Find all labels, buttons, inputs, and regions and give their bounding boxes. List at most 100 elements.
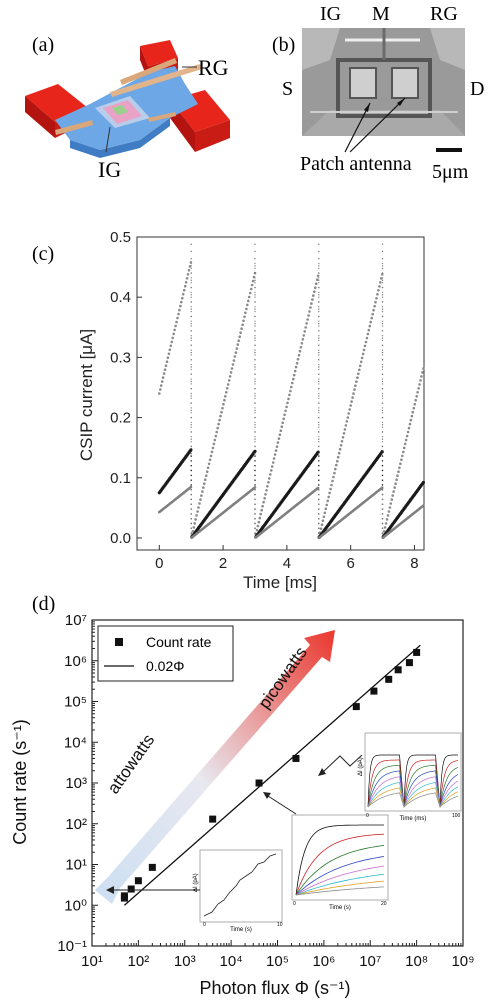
reset-point — [318, 518, 320, 520]
data-point — [358, 364, 362, 368]
reset-point — [381, 445, 384, 448]
reset-point — [190, 354, 192, 356]
reset-point — [381, 243, 384, 245]
data-point — [179, 304, 182, 308]
data-point — [232, 359, 236, 362]
data-point — [358, 368, 361, 372]
reset-point — [190, 250, 192, 253]
reset-point — [190, 518, 192, 520]
data-point — [280, 425, 284, 428]
reset-point — [318, 513, 320, 515]
data-point — [392, 490, 396, 493]
data-point — [302, 334, 306, 337]
reset-point — [381, 421, 384, 424]
reset-point — [190, 383, 192, 385]
data-point — [215, 430, 218, 434]
reset-point — [190, 378, 192, 380]
reset-point — [318, 363, 320, 366]
reset-point — [318, 286, 320, 289]
data-point — [385, 518, 389, 521]
y-axis-label: CSIP current [μA] — [77, 329, 96, 461]
reset-point — [381, 296, 384, 298]
reset-point — [190, 416, 192, 419]
gate-ig-label: IG — [98, 157, 121, 182]
x-tick-label: 10¹ — [81, 953, 103, 970]
x-tick-label: 10⁵ — [266, 953, 289, 970]
data-point — [173, 328, 176, 332]
reset-point — [318, 325, 320, 327]
reset-point — [190, 508, 192, 510]
reset-point — [254, 349, 256, 351]
data-point — [374, 300, 377, 304]
data-point — [410, 414, 414, 418]
data-point — [325, 503, 329, 507]
data-point — [230, 367, 234, 370]
data-point — [214, 434, 218, 438]
reset-point — [381, 286, 384, 289]
data-point — [174, 324, 177, 328]
reset-point — [190, 469, 192, 472]
inset-right-trace — [367, 770, 459, 808]
reset-point — [318, 416, 320, 419]
reset-point — [254, 373, 256, 375]
data-point — [310, 302, 313, 305]
data-point — [413, 402, 417, 406]
data-point — [384, 522, 388, 525]
data-point — [336, 455, 340, 459]
reset-point — [318, 315, 320, 318]
data-point — [300, 342, 304, 345]
data-point — [342, 432, 346, 435]
reset-point — [190, 460, 192, 462]
data-point — [405, 434, 409, 438]
data-point — [323, 511, 327, 515]
reset-point — [190, 359, 192, 361]
reset-point — [254, 513, 256, 515]
data-point — [396, 474, 399, 478]
reset-point — [381, 532, 384, 534]
data-point — [346, 416, 350, 419]
reset-point — [381, 426, 384, 428]
reset-point — [190, 388, 192, 390]
data-point — [159, 384, 163, 387]
reset-point — [381, 279, 384, 281]
reset-point — [318, 412, 320, 414]
reset-point — [190, 407, 192, 409]
legend-box — [97, 625, 234, 682]
reset-point — [381, 265, 384, 267]
y-tick-label: 10² — [65, 816, 87, 833]
data-point — [161, 376, 165, 379]
x-tick-label: 10⁴ — [220, 953, 243, 970]
reset-point — [190, 484, 192, 486]
reset-point — [254, 306, 256, 308]
data-point — [207, 462, 211, 466]
reset-point — [381, 373, 384, 375]
reset-point — [254, 412, 256, 414]
reset-point — [254, 426, 256, 428]
inset-right-xtick: 0 — [366, 813, 369, 819]
data-point — [203, 478, 207, 482]
reset-point — [318, 354, 320, 356]
reset-point — [381, 320, 384, 322]
data-point — [288, 393, 291, 397]
data-point — [383, 526, 387, 529]
reset-point — [254, 407, 256, 409]
reset-point — [318, 537, 320, 539]
x-tick-label: 0 — [155, 555, 163, 572]
data-point — [402, 446, 406, 450]
reset-point — [254, 537, 256, 539]
y-tick-label: 10⁻¹ — [57, 938, 87, 955]
data-point — [247, 299, 250, 303]
data-point — [369, 320, 373, 324]
data-point — [329, 487, 332, 491]
data-point — [201, 490, 204, 493]
reset-point — [254, 250, 256, 253]
reset-point — [190, 498, 192, 501]
data-point — [226, 383, 230, 386]
reset-point — [381, 513, 384, 515]
reset-point — [190, 527, 192, 529]
data-point — [319, 527, 323, 530]
inset-middle-trace — [295, 856, 385, 896]
data-point — [305, 322, 308, 325]
data-point — [364, 340, 368, 344]
reset-point — [381, 337, 384, 339]
